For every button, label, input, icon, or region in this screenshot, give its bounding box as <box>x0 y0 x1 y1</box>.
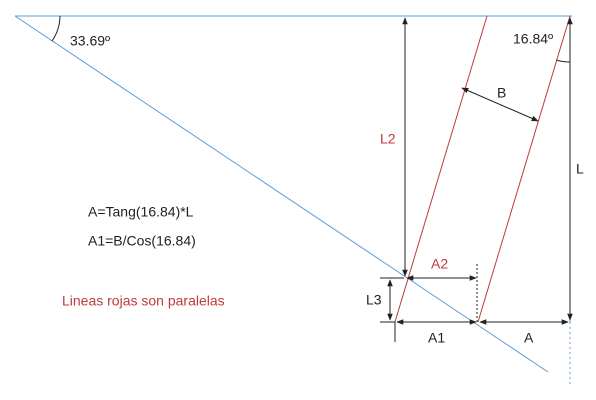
dimension-label: L3 <box>366 292 382 308</box>
dimension-label: A1 <box>428 330 445 346</box>
dimension-label: B <box>497 85 506 101</box>
angle-label: 16.84º <box>513 31 553 47</box>
dimension-label: L2 <box>380 131 396 147</box>
slope-line <box>14 15 549 373</box>
dimension-label: A2 <box>431 256 448 272</box>
formula: A1=B/Cos(16.84) <box>88 233 196 249</box>
red-line <box>394 15 488 323</box>
b-arrow <box>461 87 539 122</box>
note: Lineas rojas son paralelas <box>62 293 225 309</box>
angle-arc-right <box>555 59 571 63</box>
angle-arc-left <box>51 15 61 42</box>
formula: A=Tang(16.84)*L <box>88 204 194 220</box>
dimension-label: L <box>576 161 584 177</box>
dimension-label: A <box>524 330 534 346</box>
red-line <box>477 15 571 323</box>
angle-label: 33.69º <box>70 33 110 49</box>
